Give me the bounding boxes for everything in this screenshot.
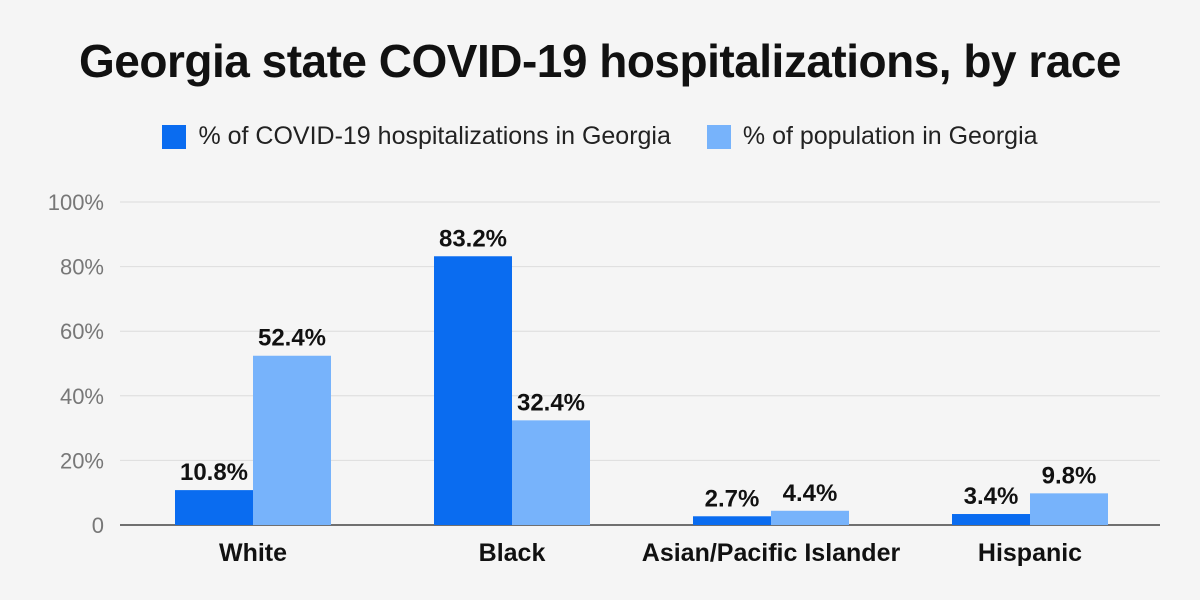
bar bbox=[253, 355, 331, 525]
bar bbox=[1030, 493, 1108, 525]
x-tick-label: White bbox=[219, 539, 287, 567]
data-label: 9.8% bbox=[1042, 462, 1097, 489]
bar bbox=[434, 256, 512, 525]
data-label: 32.4% bbox=[517, 389, 585, 416]
x-tick-label: Hispanic bbox=[978, 539, 1082, 567]
legend-label-population: % of population in Georgia bbox=[742, 122, 1038, 150]
bar bbox=[175, 490, 253, 525]
bar bbox=[771, 510, 849, 525]
data-label: 52.4% bbox=[258, 325, 326, 352]
y-tick-label: 80% bbox=[60, 255, 104, 280]
chart-title: Georgia state COVID-19 hospitalizations,… bbox=[79, 35, 1121, 87]
bar bbox=[512, 420, 590, 525]
x-tick-label: Black bbox=[479, 539, 546, 567]
y-tick-label: 40% bbox=[60, 384, 104, 409]
legend: % of COVID-19 hospitalizations in Georgi… bbox=[0, 122, 1200, 151]
data-label: 3.4% bbox=[964, 483, 1019, 510]
y-tick-label: 100% bbox=[48, 190, 104, 215]
data-label: 10.8% bbox=[180, 459, 248, 486]
bar bbox=[952, 514, 1030, 525]
data-label: 4.4% bbox=[783, 480, 838, 507]
x-tick-label: Asian/Pacific Islander bbox=[642, 539, 901, 567]
y-tick-label: 60% bbox=[60, 319, 104, 344]
legend-swatch-hospitalizations bbox=[162, 124, 187, 149]
legend-swatch-population bbox=[706, 124, 731, 149]
y-tick-label: 20% bbox=[60, 448, 104, 473]
legend-label-hospitalizations: % of COVID-19 hospitalizations in Georgi… bbox=[198, 122, 671, 150]
data-label: 83.2% bbox=[439, 225, 507, 252]
y-tick-label: 0 bbox=[92, 513, 104, 538]
legend-item-hospitalizations: % of COVID-19 hospitalizations in Georgi… bbox=[162, 122, 671, 151]
bar bbox=[693, 516, 771, 525]
legend-item-population: % of population in Georgia bbox=[706, 122, 1038, 151]
data-label: 2.7% bbox=[705, 485, 760, 512]
